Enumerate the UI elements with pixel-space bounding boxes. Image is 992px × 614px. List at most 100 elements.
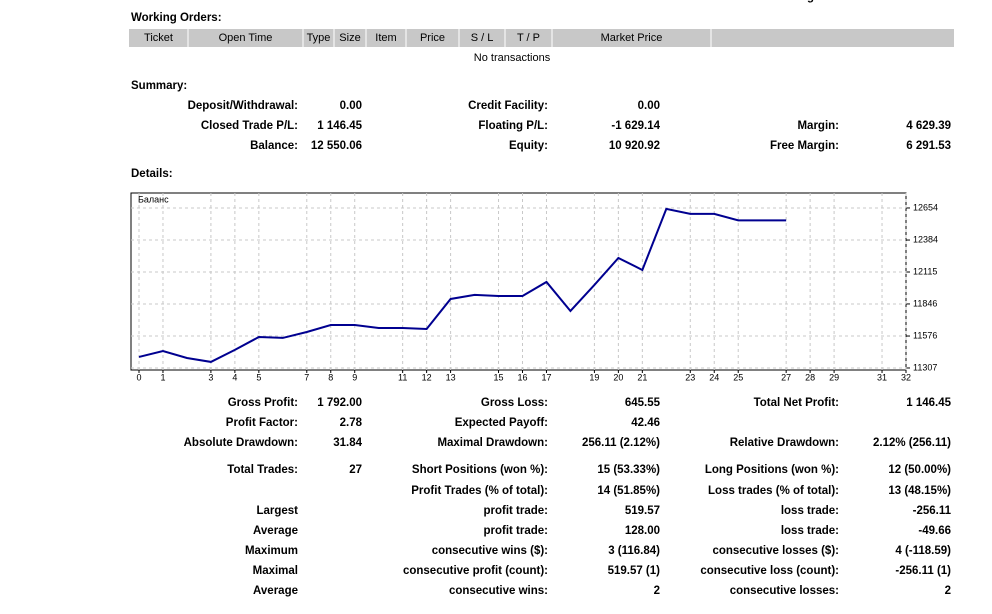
field-value: -256.11 (1): [895, 565, 951, 577]
column-header: Size: [339, 32, 360, 44]
x-tick-label: 19: [589, 372, 599, 382]
field-label: Floating P/L:: [478, 120, 548, 132]
plot-frame: [130, 192, 907, 371]
field-label: loss trade:: [781, 505, 839, 517]
field-label: consecutive wins ($):: [432, 545, 548, 557]
y-tick-label: 11576: [913, 330, 937, 340]
table-header: [129, 29, 954, 47]
x-tick-label: 12: [422, 372, 432, 382]
y-tick-label: 12115: [913, 266, 937, 276]
field-value: 15 (53.33%): [597, 464, 660, 476]
field-value: 2.12% (256.11): [873, 437, 951, 449]
field-label: Gross Loss:: [481, 397, 548, 409]
empty-text: No transactions: [474, 52, 551, 64]
field-value: 645.55: [625, 397, 661, 409]
x-tick-label: 29: [829, 372, 839, 382]
field-label: Average: [253, 525, 298, 537]
field-value: 27: [349, 464, 362, 476]
x-tick-label: 17: [541, 372, 551, 382]
field-value: 256.11 (2.12%): [582, 437, 660, 449]
field-label: Margin:: [797, 120, 839, 132]
column-header: Item: [375, 32, 396, 44]
x-tick-label: 20: [613, 372, 623, 382]
field-value: 2: [654, 585, 660, 597]
column-header: Ticket: [144, 32, 173, 44]
field-value: 10 920.92: [609, 140, 660, 152]
x-tick-label: 16: [517, 372, 527, 382]
x-tick-label: 11: [398, 372, 407, 382]
x-tick-label: 8: [328, 372, 333, 382]
field-value: 1 146.45: [906, 397, 951, 409]
x-tick-label: 13: [446, 372, 456, 382]
field-label: Profit Trades (% of total):: [411, 485, 548, 497]
field-value: 4 629.39: [906, 120, 951, 132]
x-tick-label: 3: [208, 372, 213, 382]
field-label: consecutive losses ($):: [712, 545, 839, 557]
field-label: consecutive loss (count):: [700, 565, 839, 577]
field-label: loss trade:: [781, 525, 839, 537]
field-value: 12 550.06: [311, 140, 362, 152]
field-label: consecutive wins:: [449, 585, 548, 597]
x-tick-label: 21: [637, 372, 647, 382]
field-value: -256.11: [913, 505, 952, 517]
field-label: Gross Profit:: [228, 397, 298, 409]
column-header: Price: [420, 32, 445, 44]
field-value: -49.66: [918, 525, 951, 537]
x-tick-label: 15: [494, 372, 504, 382]
field-label: Largest: [256, 505, 298, 517]
field-value: 519.57: [625, 505, 660, 517]
x-tick-label: 27: [781, 372, 791, 382]
column-header: T / P: [517, 32, 540, 44]
x-tick-label: 9: [352, 372, 357, 382]
field-value: 13 (48.15%): [888, 485, 951, 497]
field-value: 0.00: [638, 100, 660, 112]
x-tick-label: 7: [304, 372, 309, 382]
column-header: Open Time: [219, 32, 273, 44]
field-value: 2.78: [340, 417, 363, 429]
field-value: 4 (-118.59): [895, 545, 951, 557]
field-value: 12 (50.00%): [888, 464, 951, 476]
field-label: Total Net Profit:: [754, 397, 839, 409]
field-label: Equity:: [509, 140, 548, 152]
clipped-label: Floating P/L:: [769, 0, 839, 3]
field-label: Closed Trade P/L:: [201, 120, 298, 132]
field-value: 42.46: [631, 417, 660, 429]
x-tick-label: 4: [232, 372, 237, 382]
y-tick-label: 11307: [913, 362, 937, 372]
field-value: 14 (51.85%): [597, 485, 660, 497]
x-tick-label: 25: [733, 372, 743, 382]
field-label: Balance:: [250, 140, 298, 152]
field-label: Profit Factor:: [226, 417, 298, 429]
x-tick-label: 1: [160, 372, 165, 382]
field-label: Absolute Drawdown:: [184, 437, 298, 449]
field-label: Relative Drawdown:: [730, 437, 839, 449]
y-tick-label: 11846: [913, 298, 937, 308]
column-header: S / L: [471, 32, 494, 44]
x-tick-label: 31: [877, 372, 887, 382]
field-value: 1 146.45: [317, 120, 362, 132]
y-tick-label: 12384: [913, 234, 938, 244]
x-tick-label: 5: [256, 372, 261, 382]
field-label: Maximal Drawdown:: [437, 437, 548, 449]
field-label: consecutive losses:: [730, 585, 839, 597]
balance-line: [138, 207, 787, 363]
section-title: Details:: [131, 168, 173, 180]
y-tick-label: 12654: [913, 202, 938, 212]
column-header: Type: [307, 32, 331, 44]
field-label: Free Margin:: [770, 140, 839, 152]
x-tick-label: 0: [136, 372, 141, 382]
section-title: Working Orders:: [131, 12, 222, 24]
field-value: -1 629.14: [611, 120, 660, 132]
x-tick-label: 28: [805, 372, 815, 382]
field-value: 519.57 (1): [608, 565, 661, 577]
x-tick-label: 23: [685, 372, 695, 382]
legend-label: Баланс: [138, 194, 169, 204]
field-label: Loss trades (% of total):: [708, 485, 839, 497]
field-label: Maximum: [245, 545, 298, 557]
clipped-value: -1 629.14: [902, 0, 951, 3]
field-label: Total Trades:: [227, 464, 298, 476]
field-value: 31.84: [333, 437, 362, 449]
field-label: consecutive profit (count):: [403, 565, 548, 577]
field-label: Deposit/Withdrawal:: [188, 100, 298, 112]
